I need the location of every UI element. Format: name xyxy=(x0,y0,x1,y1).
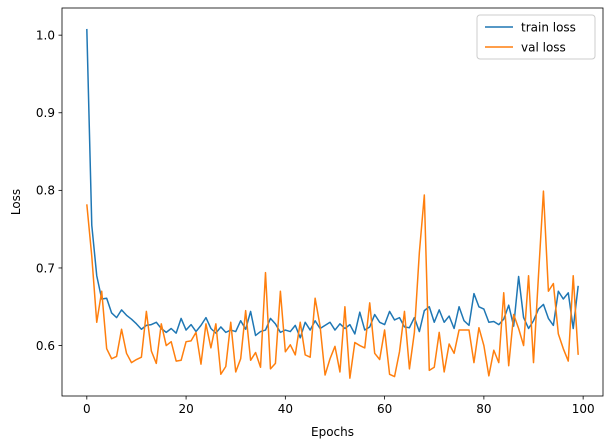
y-axis-title: Loss xyxy=(9,189,23,215)
plot-lines xyxy=(86,28,579,379)
y-tick-label: 0.8 xyxy=(36,184,55,198)
y-axis: 0.6 0.7 0.8 0.9 1.0 xyxy=(36,28,62,353)
y-tick-label: 0.9 xyxy=(36,106,55,120)
y-tick-label: 0.6 xyxy=(36,339,55,353)
x-tick-label: 60 xyxy=(377,402,392,416)
series-line-val-loss xyxy=(86,190,579,379)
legend: train loss val loss xyxy=(476,14,596,60)
x-tick-label: 40 xyxy=(278,402,293,416)
legend-label-val-loss: val loss xyxy=(521,40,566,54)
x-axis-title: Epochs xyxy=(311,425,354,439)
series-line-train-loss xyxy=(86,28,579,339)
y-tick-label: 1.0 xyxy=(36,28,55,42)
y-tick-label: 0.7 xyxy=(36,261,55,275)
x-tick-label: 20 xyxy=(178,402,193,416)
legend-label-train-loss: train loss xyxy=(521,20,576,34)
x-tick-label: 80 xyxy=(476,402,491,416)
x-tick-label: 0 xyxy=(83,402,91,416)
axes-frame xyxy=(61,7,604,397)
legend-box xyxy=(476,14,596,60)
x-tick-label: 100 xyxy=(572,402,595,416)
x-axis: 0 20 40 60 80 100 xyxy=(83,396,595,416)
